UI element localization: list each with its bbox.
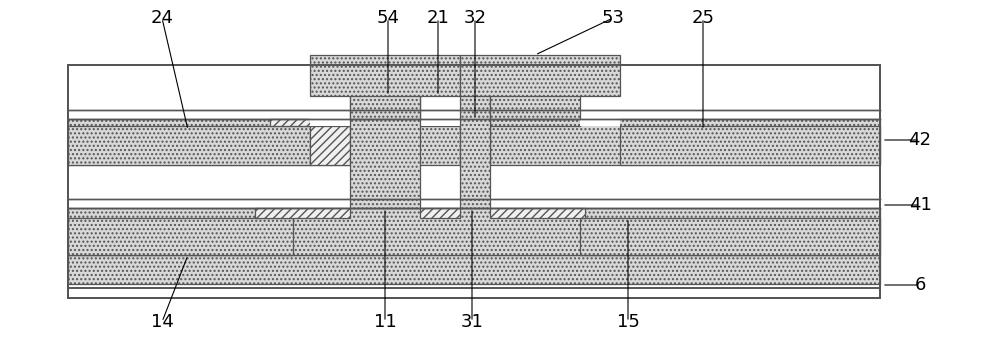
Bar	[68, 126, 310, 165]
Bar	[460, 126, 490, 165]
Text: 31: 31	[461, 313, 483, 331]
Bar	[68, 208, 880, 255]
Bar	[460, 65, 490, 208]
Bar	[620, 126, 880, 165]
Text: 53: 53	[602, 9, 624, 27]
Text: 41: 41	[909, 196, 931, 214]
Bar	[310, 96, 350, 126]
Text: 15: 15	[617, 313, 639, 331]
Bar	[310, 55, 460, 96]
Bar	[460, 96, 490, 126]
Bar	[255, 208, 350, 218]
Bar	[490, 119, 580, 126]
Text: 32: 32	[464, 9, 486, 27]
Bar	[350, 65, 420, 119]
Bar	[460, 55, 620, 96]
Bar	[68, 65, 880, 298]
Text: 25: 25	[692, 9, 714, 27]
Bar	[310, 126, 350, 165]
Bar	[420, 96, 460, 126]
Bar	[68, 255, 880, 284]
Text: 42: 42	[908, 131, 932, 149]
Bar	[490, 65, 580, 119]
Bar	[68, 218, 293, 255]
Bar	[270, 119, 350, 126]
Text: 24: 24	[150, 9, 174, 27]
Bar	[580, 218, 880, 255]
Bar	[490, 208, 585, 218]
Text: 21: 21	[427, 9, 449, 27]
Bar	[580, 96, 620, 126]
Bar	[68, 65, 880, 298]
Bar	[68, 119, 880, 165]
Bar	[350, 65, 420, 208]
Text: 11: 11	[374, 313, 396, 331]
Bar	[420, 119, 460, 126]
Text: 54: 54	[376, 9, 400, 27]
Text: 14: 14	[151, 313, 173, 331]
Bar	[68, 65, 880, 298]
Text: 6: 6	[914, 276, 926, 294]
Bar	[420, 208, 460, 218]
